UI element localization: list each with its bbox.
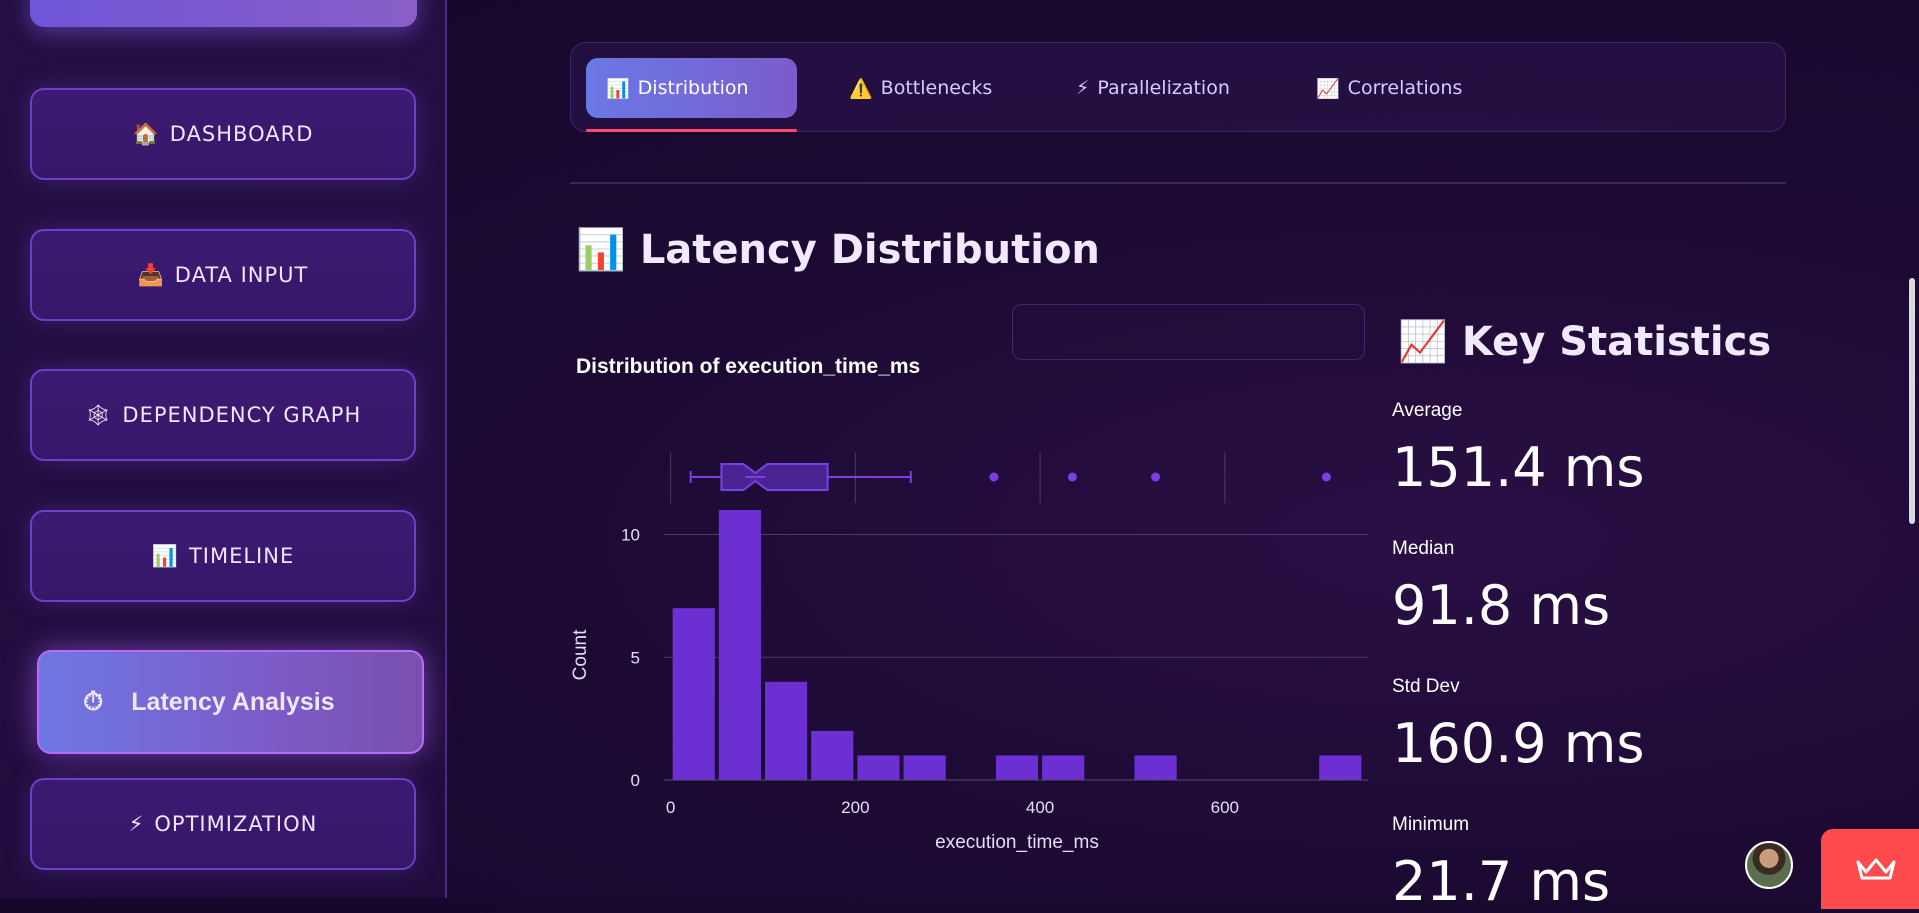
- boxplot-outlier: [989, 472, 999, 482]
- histogram-bar: [857, 755, 900, 780]
- nav-latency-analysis-button[interactable]: ⏱ Latency Analysis: [37, 650, 424, 754]
- sidebar: 🏠 DASHBOARD 📥 DATA INPUT 🕸 DEPENDENCY GR…: [0, 0, 447, 898]
- tab-parallelization-label: Parallelization: [1097, 77, 1230, 99]
- histogram-chart: 0 5 10 0 200 400 600 execution_time_ms Count: [570, 452, 1368, 853]
- tab-distribution[interactable]: 📊 Distribution: [586, 58, 797, 118]
- page-scrollbar[interactable]: [1909, 278, 1915, 524]
- histogram-bar: [672, 608, 715, 780]
- y-axis-label: Count: [570, 629, 591, 680]
- stat-value-minimum: 21.7 ms: [1392, 850, 1611, 913]
- x-tick-label: 400: [1026, 798, 1054, 817]
- tab-bottlenecks-label: Bottlenecks: [880, 77, 993, 99]
- histogram-bar: [764, 681, 808, 780]
- lightning-icon: ⚡: [1076, 77, 1090, 99]
- tab-bottlenecks[interactable]: ⚠️ Bottlenecks: [849, 58, 992, 118]
- stat-value-median: 91.8 ms: [1392, 574, 1611, 637]
- y-tick-label: 5: [631, 648, 640, 667]
- bar-chart-icon: 📊: [606, 77, 630, 100]
- nav-timeline-button[interactable]: 📊 TIMELINE: [30, 510, 416, 602]
- bar-chart-icon: 📊: [151, 543, 179, 568]
- tab-bar: 📊 Distribution ⚠️ Bottlenecks ⚡ Parallel…: [570, 42, 1786, 132]
- boxplot-outlier: [1067, 472, 1077, 482]
- histogram-bar: [1319, 755, 1362, 780]
- boxplot-outlier: [1321, 472, 1331, 482]
- page-title-text: Latency Distribution: [639, 226, 1100, 273]
- nav-dependency-graph-label: DEPENDENCY GRAPH: [122, 403, 362, 427]
- active-tab-indicator: [586, 129, 797, 132]
- inbox-icon: 📥: [137, 262, 165, 287]
- line-chart-icon: 📈: [1398, 319, 1448, 365]
- page-title: 📊 Latency Distribution: [576, 226, 1100, 274]
- line-chart-icon: 📈: [1316, 77, 1340, 100]
- tab-parallelization[interactable]: ⚡ Parallelization: [1076, 58, 1230, 118]
- home-icon: 🏠: [132, 121, 160, 146]
- divider: [570, 182, 1786, 184]
- crown-icon: [1856, 858, 1896, 880]
- stat-label-std-dev: Std Dev: [1392, 676, 1460, 697]
- nav-timeline-label: TIMELINE: [188, 544, 295, 568]
- nav-dashboard-button[interactable]: 🏠 DASHBOARD: [30, 88, 416, 180]
- lightning-icon: ⚡: [128, 812, 145, 836]
- nav-latency-analysis-label: Latency Analysis: [131, 687, 335, 716]
- y-tick-label: 10: [621, 526, 640, 545]
- nav-dashboard-label: DASHBOARD: [169, 122, 314, 146]
- key-statistics-title-text: Key Statistics: [1461, 318, 1772, 365]
- empty-input-box[interactable]: [1012, 304, 1365, 360]
- tab-correlations[interactable]: 📈 Correlations: [1316, 58, 1462, 118]
- key-statistics-title: 📈 Key Statistics: [1398, 318, 1772, 366]
- boxplot-outlier: [1151, 472, 1161, 482]
- tab-correlations-label: Correlations: [1347, 77, 1463, 99]
- stat-value-average: 151.4 ms: [1392, 436, 1645, 499]
- x-tick-label: 200: [841, 798, 869, 817]
- nav-optimization-label: OPTIMIZATION: [154, 812, 318, 836]
- user-avatar[interactable]: [1745, 841, 1793, 889]
- x-tick-label: 600: [1211, 798, 1239, 817]
- x-tick-label: 0: [666, 798, 675, 817]
- streamlit-badge[interactable]: [1821, 829, 1919, 909]
- warning-icon: ⚠️: [849, 77, 873, 100]
- boxplot-box: [720, 463, 829, 491]
- histogram-bar: [995, 755, 1039, 780]
- stopwatch-icon: ⏱: [83, 686, 104, 716]
- stat-label-median: Median: [1392, 538, 1455, 559]
- stat-value-std-dev: 160.9 ms: [1392, 712, 1645, 775]
- tab-distribution-label: Distribution: [637, 77, 749, 99]
- x-axis-label: execution_time_ms: [935, 832, 1099, 853]
- sidebar-top-button[interactable]: [30, 0, 417, 27]
- stat-label-average: Average: [1392, 400, 1463, 421]
- chart-title: Distribution of execution_time_ms: [576, 355, 921, 378]
- histogram-bar: [718, 510, 761, 780]
- bar-chart-icon: 📊: [576, 227, 626, 273]
- histogram-bar: [1134, 755, 1177, 780]
- nav-optimization-button[interactable]: ⚡ OPTIMIZATION: [30, 778, 416, 870]
- nav-data-input-label: DATA INPUT: [174, 263, 309, 287]
- histogram-bar: [1042, 755, 1085, 780]
- stat-label-minimum: Minimum: [1392, 814, 1470, 835]
- histogram-bar: [811, 730, 854, 780]
- histogram-bar: [903, 755, 946, 780]
- nav-dependency-graph-button[interactable]: 🕸 DEPENDENCY GRAPH: [30, 369, 416, 461]
- web-icon: 🕸: [84, 402, 113, 427]
- nav-data-input-button[interactable]: 📥 DATA INPUT: [30, 229, 416, 321]
- y-tick-label: 0: [631, 771, 640, 790]
